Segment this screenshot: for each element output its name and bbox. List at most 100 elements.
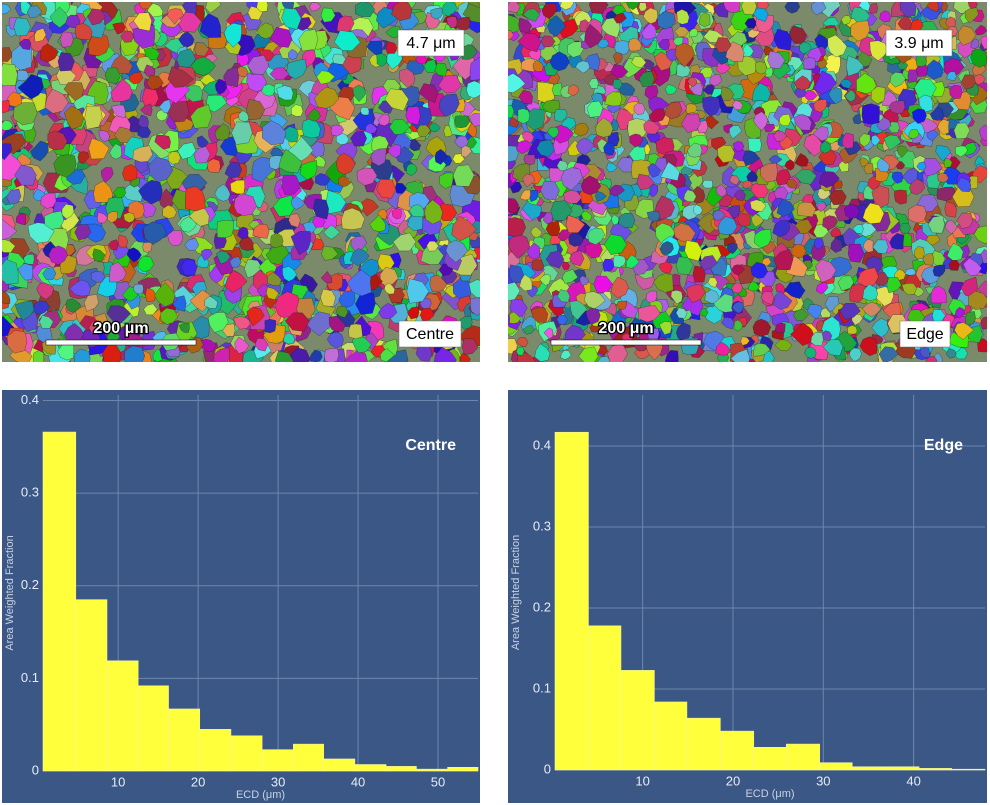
chart: 0 0.1 0.2 0.3 0.4 10 20 30 40 50 Centre ECD (μm) Are…	[2, 390, 480, 803]
y-tick-label: 0.2	[21, 577, 39, 592]
grain	[418, 83, 439, 103]
grain	[664, 350, 679, 362]
grain	[33, 300, 51, 316]
grain	[618, 212, 636, 228]
grain	[813, 70, 837, 95]
grain	[461, 338, 479, 355]
grain	[330, 124, 344, 137]
grain	[827, 34, 848, 58]
grain	[784, 2, 800, 14]
grain	[73, 348, 91, 362]
grain	[693, 204, 703, 216]
grain	[137, 255, 154, 272]
grain	[626, 2, 640, 10]
grain	[398, 68, 416, 88]
grain	[329, 96, 356, 121]
grain	[446, 16, 458, 29]
grain	[323, 224, 340, 240]
grain	[409, 204, 425, 217]
grain	[462, 3, 480, 23]
grain	[430, 7, 444, 20]
grain	[113, 186, 127, 199]
grain	[948, 260, 960, 271]
grain	[717, 216, 738, 235]
grain	[579, 275, 590, 286]
x-axis-label: ECD (μm)	[745, 788, 794, 800]
grain	[715, 184, 727, 198]
grain	[53, 154, 77, 178]
grain	[530, 307, 549, 323]
grain	[585, 308, 601, 325]
grain	[641, 22, 657, 40]
x-tick-label: 20	[191, 774, 205, 789]
grain	[391, 208, 402, 220]
x-tick-label: 30	[271, 774, 285, 789]
grain	[112, 22, 126, 35]
grain-size: 3.9 μm	[894, 35, 943, 52]
grain	[846, 55, 864, 77]
grain	[13, 17, 31, 37]
grain	[794, 169, 817, 185]
grain	[256, 22, 275, 39]
grain	[794, 153, 809, 167]
grain	[518, 17, 532, 33]
grain	[799, 41, 812, 55]
x-axis-label: ECD (μm)	[236, 789, 285, 801]
grain	[573, 122, 589, 137]
grain	[508, 233, 530, 259]
grain	[955, 145, 968, 158]
grain	[14, 300, 35, 321]
grain	[44, 88, 69, 114]
grain	[214, 123, 230, 141]
grain	[298, 29, 319, 52]
grain	[281, 175, 301, 195]
grain	[876, 117, 892, 131]
grain	[222, 323, 236, 337]
grain	[469, 57, 480, 81]
grain	[180, 259, 198, 276]
grain	[370, 148, 387, 167]
bar	[885, 766, 920, 771]
grain	[795, 102, 813, 117]
grain	[426, 241, 439, 252]
grain	[699, 255, 718, 271]
grain	[561, 269, 579, 284]
grain	[230, 179, 245, 195]
grain	[629, 133, 644, 147]
grain	[954, 322, 974, 340]
grain	[633, 102, 646, 116]
bar	[230, 735, 263, 772]
grain	[64, 105, 85, 130]
grain	[146, 75, 164, 90]
grain	[335, 305, 349, 318]
grain	[215, 78, 227, 95]
grain	[818, 149, 837, 165]
grain	[899, 2, 917, 17]
grain	[901, 283, 918, 295]
grain	[424, 199, 443, 225]
grain	[348, 323, 363, 340]
grain	[889, 72, 906, 88]
grain	[299, 160, 318, 181]
grain	[167, 101, 190, 123]
grain	[977, 338, 987, 353]
grain	[216, 250, 231, 265]
grain	[107, 211, 119, 224]
grain	[238, 110, 250, 122]
grain	[859, 336, 877, 356]
grain	[438, 74, 462, 94]
grain	[607, 132, 620, 147]
grain	[92, 248, 106, 263]
grain	[786, 179, 798, 189]
bar	[720, 730, 755, 771]
grain	[946, 71, 957, 81]
grain	[188, 204, 210, 227]
grain	[275, 350, 294, 362]
grain	[878, 346, 899, 362]
grain	[949, 84, 963, 99]
grain	[123, 212, 135, 223]
grain	[768, 155, 783, 165]
bar	[292, 743, 324, 772]
grain	[231, 121, 253, 145]
grain	[791, 243, 807, 258]
